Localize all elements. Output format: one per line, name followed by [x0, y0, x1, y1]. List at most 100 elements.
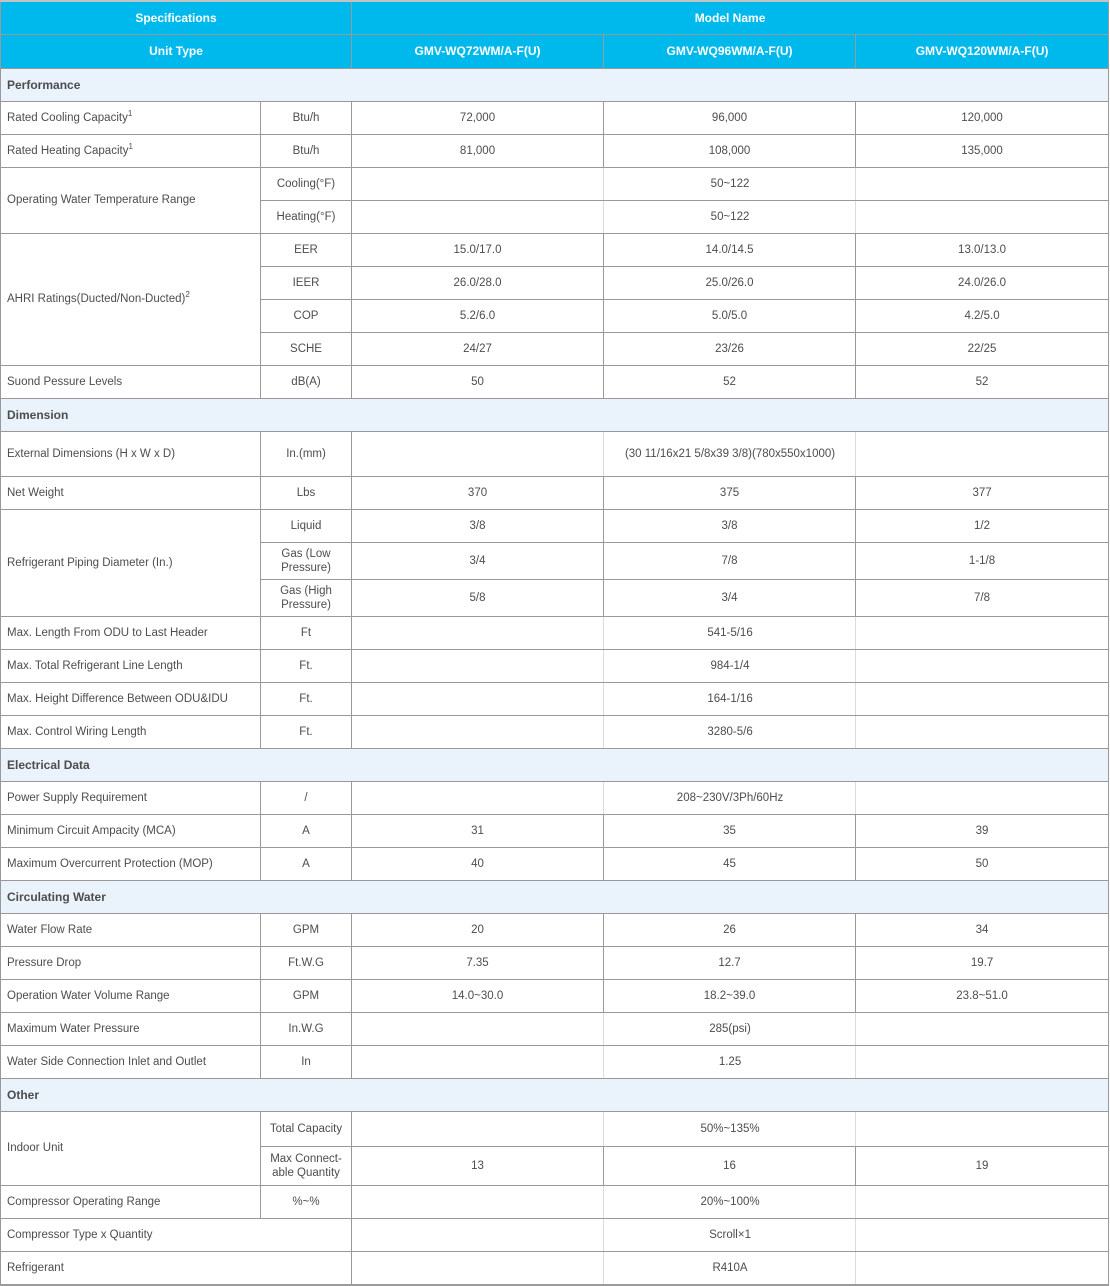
table-row: Maximum Overcurrent Protection (MOP) A 4… [0, 847, 1110, 881]
unit-cell: COP [259, 299, 353, 333]
value-cell: 3/8 [351, 509, 605, 543]
table-row: Operation Water Volume Range GPM 14.0~30… [0, 979, 1110, 1013]
table-row: Max. Control Wiring Length Ft. 3280-5/6 [0, 715, 1110, 749]
value-cell-merged: 50~122 [351, 167, 1110, 201]
spec-label: Power Supply Requirement [0, 781, 261, 815]
table-row: IEER 26.0/28.0 25.0/26.0 24.0/26.0 [1, 266, 1110, 300]
unit-cell: GPM [259, 913, 353, 947]
value-cell: 25.0/26.0 [603, 266, 857, 300]
section-title: Circulating Water [0, 880, 1110, 914]
value-cell: 39 [855, 814, 1110, 848]
section-title: Dimension [0, 398, 1110, 432]
table-row: Gas (Low Pressure) 3/4 7/8 1-1/8 [1, 542, 1110, 580]
value-cell: 26.0/28.0 [351, 266, 605, 300]
unit-cell: Total Capacity [259, 1111, 353, 1147]
table-row: Max. Length From ODU to Last Header Ft 5… [0, 616, 1110, 650]
unit-cell: Ft. [259, 715, 353, 749]
value-cell: 108,000 [603, 134, 857, 168]
value-cell-merged: 50~122 [351, 200, 1110, 234]
value-cell-merged: 541-5/16 [351, 616, 1110, 650]
footnote-sup: 1 [128, 141, 133, 151]
unit-cell: Max Connect-able Quantity [259, 1146, 353, 1186]
spec-label: Rated Heating Capacity1 [0, 134, 261, 168]
value-cell-merged: 285(psi) [351, 1012, 1110, 1046]
spec-label: Max. Height Difference Between ODU&IDU [0, 682, 261, 716]
footnote-sup: 2 [185, 290, 190, 300]
model-header: GMV-WQ96WM/A-F(U) [603, 34, 857, 69]
value-cell: 72,000 [351, 101, 605, 135]
value-cell: 13 [351, 1146, 605, 1186]
value-cell-merged: 208~230V/3Ph/60Hz [351, 781, 1110, 815]
value-cell: 377 [855, 476, 1110, 510]
spec-label: Compressor Type x Quantity [0, 1218, 353, 1252]
model-header: GMV-WQ120WM/A-F(U) [855, 34, 1110, 69]
value-cell-merged: 984-1/4 [351, 649, 1110, 683]
unit-cell: dB(A) [259, 365, 353, 399]
value-cell: 135,000 [855, 134, 1110, 168]
unit-cell: Heating(°F) [259, 200, 353, 234]
table-row: Max Connect-able Quantity 13 16 19 [1, 1146, 1110, 1186]
table-row: Rated Heating Capacity1 Btu/h 81,000 108… [0, 134, 1110, 168]
unit-cell: In.(mm) [259, 431, 353, 477]
table-row: Maximum Water Pressure In.W.G 285(psi) [0, 1012, 1110, 1046]
section-title: Performance [0, 68, 1110, 102]
unit-type-header: Unit Type [0, 34, 353, 69]
value-cell-merged: 164-1/16 [351, 682, 1110, 716]
value-cell-merged: R410A [351, 1251, 1110, 1286]
value-cell: 96,000 [603, 101, 857, 135]
spec-label: Minimum Circuit Ampacity (MCA) [0, 814, 261, 848]
table-row: Pressure Drop Ft.W.G 7.35 12.7 19.7 [0, 946, 1110, 980]
unit-cell: EER [259, 233, 353, 267]
spec-label: Pressure Drop [0, 946, 261, 980]
spec-label: Compressor Operating Range [0, 1185, 261, 1219]
table-row: External Dimensions (H x W x D) In.(mm) … [0, 431, 1110, 477]
unit-cell: IEER [259, 266, 353, 300]
section-row: Circulating Water [0, 880, 1110, 914]
value-cell: 24.0/26.0 [855, 266, 1110, 300]
spec-label: Refrigerant [0, 1251, 353, 1286]
value-cell: 120,000 [855, 101, 1110, 135]
table-row: Max. Total Refrigerant Line Length Ft. 9… [0, 649, 1110, 683]
spec-label: Operation Water Volume Range [0, 979, 261, 1013]
unit-cell: In.W.G [259, 1012, 353, 1046]
value-cell: 81,000 [351, 134, 605, 168]
table-row: Rated Cooling Capacity1 Btu/h 72,000 96,… [0, 101, 1110, 135]
value-cell: 7/8 [855, 579, 1110, 617]
table-row: Max. Height Difference Between ODU&IDU F… [0, 682, 1110, 716]
unit-cell: Gas (High Pressure) [259, 579, 353, 617]
unit-cell: A [259, 814, 353, 848]
value-cell: 1-1/8 [855, 542, 1110, 580]
section-row: Electrical Data [0, 748, 1110, 782]
unit-cell: GPM [259, 979, 353, 1013]
table-row: Refrigerant Piping Diameter (In.) Liquid… [0, 509, 1110, 617]
value-cell: 370 [351, 476, 605, 510]
table-row: Heating(°F) 50~122 [1, 200, 1110, 234]
value-cell: 14.0~30.0 [351, 979, 605, 1013]
value-cell: 23.8~51.0 [855, 979, 1110, 1013]
unit-cell: SCHE [259, 332, 353, 366]
value-cell: 4.2/5.0 [855, 299, 1110, 333]
value-cell: 1/2 [855, 509, 1110, 543]
spec-label: Max. Control Wiring Length [0, 715, 261, 749]
value-cell: 5/8 [351, 579, 605, 617]
unit-cell: Ft [259, 616, 353, 650]
spec-label: Suond Pessure Levels [0, 365, 261, 399]
unit-cell: Lbs [259, 476, 353, 510]
spec-label: Rated Cooling Capacity1 [0, 101, 261, 135]
value-cell: 40 [351, 847, 605, 881]
value-cell: 26 [603, 913, 857, 947]
value-cell: 19.7 [855, 946, 1110, 980]
table-row: Refrigerant R410A [0, 1251, 1110, 1286]
unit-cell: Cooling(°F) [259, 167, 353, 201]
value-cell: 375 [603, 476, 857, 510]
value-cell-merged: 50%~135% [351, 1111, 1110, 1147]
unit-cell: Liquid [259, 509, 353, 543]
value-cell: 22/25 [855, 332, 1110, 366]
spec-label: Max. Length From ODU to Last Header [0, 616, 261, 650]
table-row: Water Side Connection Inlet and Outlet I… [0, 1045, 1110, 1079]
value-cell: 14.0/14.5 [603, 233, 857, 267]
value-cell: 52 [855, 365, 1110, 399]
section-title: Other [0, 1078, 1110, 1112]
value-cell: 16 [603, 1146, 857, 1186]
